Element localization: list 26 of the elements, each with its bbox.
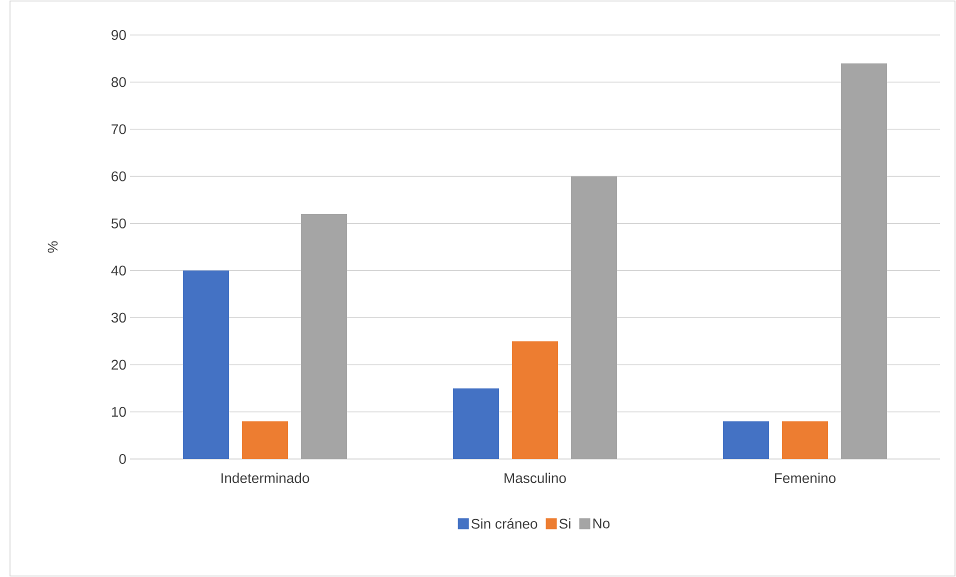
bar	[453, 388, 500, 459]
x-tick-label: Masculino	[504, 472, 566, 484]
bar	[242, 421, 288, 459]
y-tick-label: 20	[112, 360, 126, 370]
bar	[571, 176, 618, 459]
y-tick-label: 80	[112, 77, 126, 88]
y-tick-label: 70	[112, 124, 126, 134]
bar	[301, 214, 348, 459]
y-tick-label: 50	[111, 218, 126, 228]
bar	[841, 63, 887, 459]
bar	[183, 270, 230, 459]
bar	[782, 421, 828, 459]
y-tick-label: 90	[112, 30, 126, 40]
y-axis-title: %	[48, 241, 58, 253]
legend-label: Si	[559, 518, 570, 529]
y-tick-label: 60	[112, 171, 126, 182]
y-tick-label: 0	[119, 454, 126, 464]
bar	[512, 341, 558, 459]
y-tick-label: 30	[111, 312, 126, 323]
x-tick-label: Femenino	[775, 472, 836, 484]
x-tick-label: Indeterminado	[222, 472, 310, 484]
y-tick-label: 40	[111, 266, 126, 276]
y-tick-label: 10	[112, 406, 126, 417]
legend-label: Sin cráneo	[472, 518, 538, 529]
legend-label: No	[593, 518, 610, 528]
bar	[723, 421, 770, 459]
